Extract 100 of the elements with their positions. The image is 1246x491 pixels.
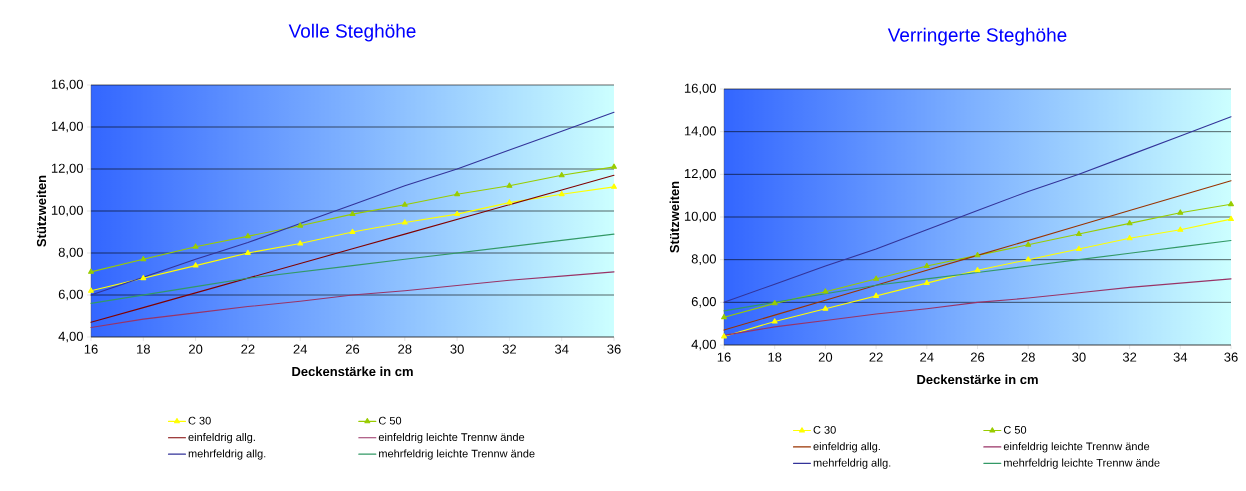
y-tick-label: 8,00 <box>58 247 83 259</box>
point <box>611 163 617 169</box>
x-tick-label: 24 <box>293 344 308 354</box>
point <box>1075 230 1082 237</box>
x-tick-label: 26 <box>345 344 360 354</box>
y-tick-label: 4,00 <box>58 331 83 343</box>
legend-label: C 50 <box>1003 425 1027 434</box>
point <box>1177 209 1184 215</box>
point <box>923 279 930 286</box>
y-tick-label: 6,00 <box>58 289 83 301</box>
point <box>1228 200 1234 207</box>
point <box>349 210 356 217</box>
y-axis-title: Stützweiten <box>36 175 47 247</box>
x-tick-label: 22 <box>869 352 883 362</box>
chart-title: Verringerte Steghöhe <box>887 27 1067 46</box>
point <box>506 182 513 188</box>
point <box>140 274 147 281</box>
y-tick-label: 16,00 <box>684 83 716 95</box>
point <box>558 171 565 178</box>
point <box>88 268 94 274</box>
legend-label: einfeldrig allg. <box>188 432 255 444</box>
point <box>1126 220 1133 226</box>
line-series <box>90 111 615 296</box>
x-tick-label: 28 <box>1021 352 1035 362</box>
x-tick-label: 36 <box>1224 352 1238 362</box>
point <box>1025 256 1032 262</box>
x-tick-label: 22 <box>241 344 255 354</box>
legend-label: mehrfeldrig leichte Trennw ände <box>379 449 535 460</box>
x-tick-label: 32 <box>1122 352 1137 362</box>
x-tick-label: 34 <box>1173 352 1188 362</box>
legend-label: mehrfeldrig allg. <box>813 458 891 469</box>
x-tick-label: 24 <box>920 352 934 362</box>
point <box>771 300 778 306</box>
x-tick-label: 30 <box>450 344 464 354</box>
point <box>140 255 147 262</box>
point <box>454 210 461 217</box>
legend-label: einfeldrig allg. <box>813 442 880 453</box>
point <box>297 240 304 246</box>
point <box>1177 226 1184 232</box>
point <box>822 305 829 311</box>
y-tick-label: 10,00 <box>684 211 716 223</box>
point <box>454 190 461 197</box>
y-tick-label: 6,00 <box>691 296 716 308</box>
y-tick-label: 16,00 <box>51 79 83 91</box>
point <box>873 275 880 281</box>
point <box>923 262 930 269</box>
x-tick-label: 28 <box>398 344 412 354</box>
point <box>558 190 565 197</box>
legend-label: C 30 <box>813 425 836 434</box>
point <box>192 243 199 249</box>
point <box>611 183 617 189</box>
point <box>349 228 356 234</box>
x-tick-label: 30 <box>1072 352 1086 362</box>
y-tick-label: 4,00 <box>691 339 716 351</box>
point <box>297 222 304 228</box>
x-axis-title: Deckenstärke in cm <box>292 366 413 377</box>
x-tick-label: 36 <box>607 344 621 354</box>
legend-label: C 30 <box>188 416 211 425</box>
point <box>244 232 251 239</box>
legend-label: C 50 <box>378 416 402 425</box>
x-tick-label: 20 <box>818 352 833 362</box>
x-tick-label: 26 <box>970 352 985 362</box>
point <box>244 249 251 255</box>
point <box>721 313 727 320</box>
x-axis-title: Deckenstärke in cm <box>917 374 1038 385</box>
x-tick-label: 20 <box>189 344 203 354</box>
point <box>873 292 880 298</box>
point <box>1025 241 1032 247</box>
point <box>88 287 94 293</box>
line-series <box>723 239 1232 312</box>
point <box>401 201 408 207</box>
point <box>401 219 408 225</box>
y-tick-label: 14,00 <box>684 126 716 138</box>
y-tick-label: 14,00 <box>51 121 83 133</box>
point <box>721 333 727 339</box>
chart-title: Volle Steghöhe <box>288 23 416 42</box>
x-tick-label: 34 <box>554 344 569 354</box>
y-axis-title: Stützweiten <box>669 181 680 253</box>
legend-label: mehrfeldrig leichte Trennw ände <box>1004 458 1160 469</box>
line-series <box>723 116 1232 303</box>
x-tick-label: 32 <box>502 344 516 354</box>
y-tick-label: 12,00 <box>51 163 83 175</box>
point <box>822 288 829 294</box>
point <box>1126 234 1133 241</box>
y-tick-label: 8,00 <box>691 254 716 266</box>
legend-label: mehrfeldrig allg. <box>188 449 266 460</box>
point <box>771 318 778 324</box>
x-tick-label: 16 <box>717 352 731 362</box>
y-tick-label: 12,00 <box>684 168 716 180</box>
point <box>974 252 981 258</box>
x-tick-label: 18 <box>137 344 150 354</box>
point <box>974 266 981 273</box>
point <box>506 199 513 205</box>
x-tick-label: 16 <box>84 344 98 354</box>
point <box>1228 215 1234 222</box>
point <box>192 262 199 268</box>
legend-label: einfeldrig leichte Trennw ände <box>378 432 525 444</box>
legend-label: einfeldrig leichte Trennw ände <box>1003 442 1150 453</box>
point <box>1075 245 1082 251</box>
y-tick-label: 10,00 <box>51 205 83 217</box>
